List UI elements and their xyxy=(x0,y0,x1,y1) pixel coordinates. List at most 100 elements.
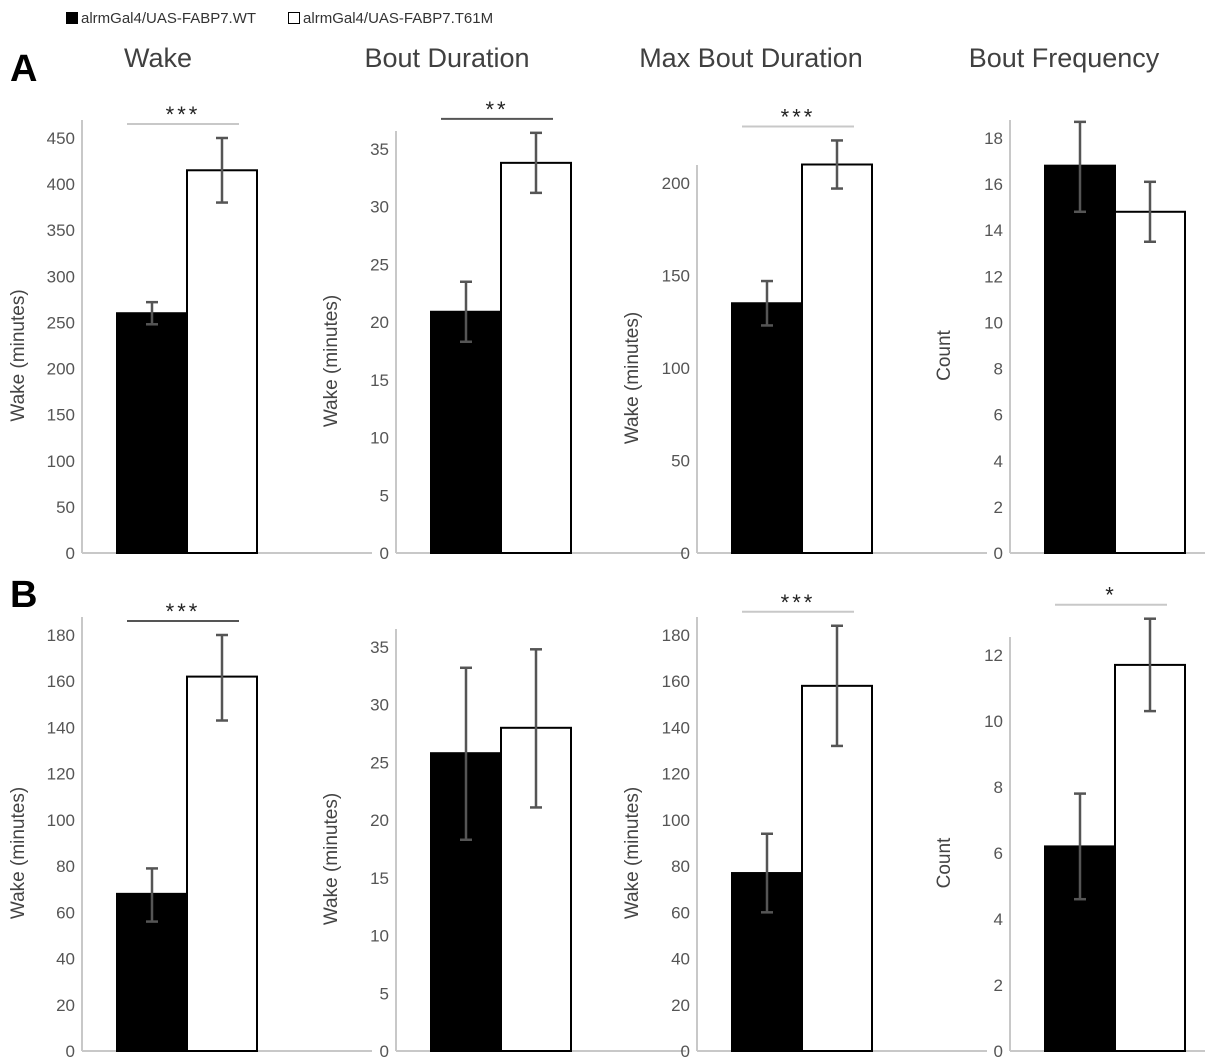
column-title-wake: Wake xyxy=(123,43,192,73)
error-bar-wt xyxy=(761,832,773,914)
error-bar-wt xyxy=(1074,120,1086,214)
y-tick-label: 30 xyxy=(370,198,389,217)
error-bar-wt xyxy=(146,300,158,326)
error-bar-t61m xyxy=(530,648,542,809)
y-tick-label: 20 xyxy=(370,313,389,332)
bar-t61m xyxy=(186,675,258,1052)
y-tick-label: 300 xyxy=(47,267,75,286)
y-tick-label: 8 xyxy=(994,360,1003,379)
error-bar-wt xyxy=(146,867,158,923)
y-tick-label: 10 xyxy=(984,313,1003,332)
y-tick-label: 100 xyxy=(662,359,690,378)
y-tick-label: 14 xyxy=(984,221,1003,240)
y-tick-label: 60 xyxy=(671,903,690,922)
y-axis-label: Count xyxy=(934,329,955,380)
y-tick-label: 120 xyxy=(47,765,75,784)
y-tick-label: 100 xyxy=(47,811,75,830)
y-tick-label: 0 xyxy=(681,544,690,563)
y-tick-label: 350 xyxy=(47,221,75,240)
chart-a-bout-frequency: 0 2 4 6 8 10 12 14 16 18 Count xyxy=(934,120,1205,563)
column-title-bout-frequency: Bout Frequency xyxy=(968,43,1160,73)
legend-item-wt: alrmGal4/UAS-FABP7.WT xyxy=(66,10,256,27)
chart-b-max-bout-duration: 0 20 40 60 80 100 120 140 160 180 Wake (minutes) **… xyxy=(622,590,987,1061)
y-tick-label: 120 xyxy=(662,765,690,784)
y-tick-label: 10 xyxy=(370,429,389,448)
bar-wt xyxy=(731,302,803,554)
error-bar-wt xyxy=(761,279,773,327)
error-bar-wt xyxy=(460,666,472,842)
bar-t61m xyxy=(801,163,873,554)
y-tick-label: 0 xyxy=(66,1042,75,1061)
bar-wt xyxy=(430,310,502,554)
significance-stars: *** xyxy=(781,590,816,615)
y-tick-label: 50 xyxy=(56,498,75,517)
y-axis-label: Wake (minutes) xyxy=(321,793,342,925)
y-tick-label: 10 xyxy=(370,927,389,946)
y-tick-label: 40 xyxy=(671,950,690,969)
y-tick-label: 25 xyxy=(370,255,389,274)
y-tick-label: 12 xyxy=(984,646,1003,665)
y-tick-label: 4 xyxy=(994,910,1003,929)
y-tick-label: 50 xyxy=(671,452,690,471)
y-tick-label: 0 xyxy=(380,1042,389,1061)
y-tick-label: 0 xyxy=(380,544,389,563)
y-tick-label: 80 xyxy=(56,857,75,876)
y-tick-label: 18 xyxy=(984,129,1003,148)
y-tick-label: 100 xyxy=(47,452,75,471)
panel-label-a: A xyxy=(10,48,38,90)
error-bar-t61m xyxy=(1144,617,1156,713)
error-bar-wt xyxy=(460,280,472,344)
y-tick-label: 6 xyxy=(994,844,1003,863)
significance-stars: * xyxy=(1105,583,1117,608)
y-tick-label: 200 xyxy=(662,174,690,193)
y-tick-label: 20 xyxy=(56,996,75,1015)
y-tick-label: 140 xyxy=(662,718,690,737)
chart-a-wake: 0 50 100 150 200 250 300 350 400 450 Wake (minutes… xyxy=(8,102,372,563)
bar-wt xyxy=(1044,845,1116,1053)
y-tick-label: 5 xyxy=(380,486,389,505)
y-axis-label: Wake (minutes) xyxy=(8,289,29,421)
y-axis-label: Wake (minutes) xyxy=(622,312,643,444)
y-tick-label: 180 xyxy=(662,626,690,645)
y-tick-label: 20 xyxy=(370,811,389,830)
legend-swatch-wt xyxy=(66,12,78,24)
significance-stars: *** xyxy=(781,104,816,129)
y-tick-label: 5 xyxy=(380,984,389,1003)
y-tick-label: 400 xyxy=(47,175,75,194)
y-axis-label: Wake (minutes) xyxy=(8,787,29,919)
y-tick-label: 4 xyxy=(994,452,1003,471)
y-tick-label: 8 xyxy=(994,778,1003,797)
y-tick-label: 15 xyxy=(370,869,389,888)
significance-stars: *** xyxy=(166,102,201,127)
bar-t61m xyxy=(1114,663,1186,1053)
error-bar-t61m xyxy=(530,131,542,195)
bar-wt xyxy=(116,312,188,554)
panel-label-b: B xyxy=(10,574,38,616)
y-tick-label: 0 xyxy=(66,544,75,563)
y-tick-label: 60 xyxy=(56,903,75,922)
y-tick-label: 150 xyxy=(47,406,75,425)
bar-t61m xyxy=(500,161,572,554)
y-tick-label: 180 xyxy=(47,626,75,645)
y-tick-label: 100 xyxy=(662,811,690,830)
chart-a-bout-duration: 0 5 10 15 20 25 30 35 Wake (minutes) ** xyxy=(321,97,686,563)
legend-label-t61m: alrmGal4/UAS-FABP7.T61M xyxy=(303,9,494,27)
y-tick-label: 2 xyxy=(994,976,1003,995)
legend-item-t61m: alrmGal4/UAS-FABP7.T61M xyxy=(288,10,493,27)
chart-b-bout-duration: 0 5 10 15 20 25 30 35 Wake (minutes) xyxy=(321,629,686,1061)
y-tick-label: 16 xyxy=(984,175,1003,194)
y-tick-label: 2 xyxy=(994,498,1003,517)
legend: alrmGal4/UAS-FABP7.WT alrmGal4/UAS-FABP7… xyxy=(66,8,525,28)
y-tick-label: 200 xyxy=(47,360,75,379)
chart-b-wake: 0 20 40 60 80 100 120 140 160 180 Wake (minutes) **… xyxy=(8,599,372,1061)
y-tick-label: 450 xyxy=(47,129,75,148)
y-tick-label: 6 xyxy=(994,406,1003,425)
y-tick-label: 140 xyxy=(47,718,75,737)
y-tick-label: 35 xyxy=(370,638,389,657)
y-tick-label: 12 xyxy=(984,267,1003,286)
bar-wt xyxy=(1044,164,1116,555)
bar-t61m xyxy=(186,169,258,554)
column-title-bout-duration: Bout Duration xyxy=(364,43,530,73)
chart-a-max-bout-duration: 0 50 100 150 200 Wake (minutes) *** xyxy=(622,104,987,563)
